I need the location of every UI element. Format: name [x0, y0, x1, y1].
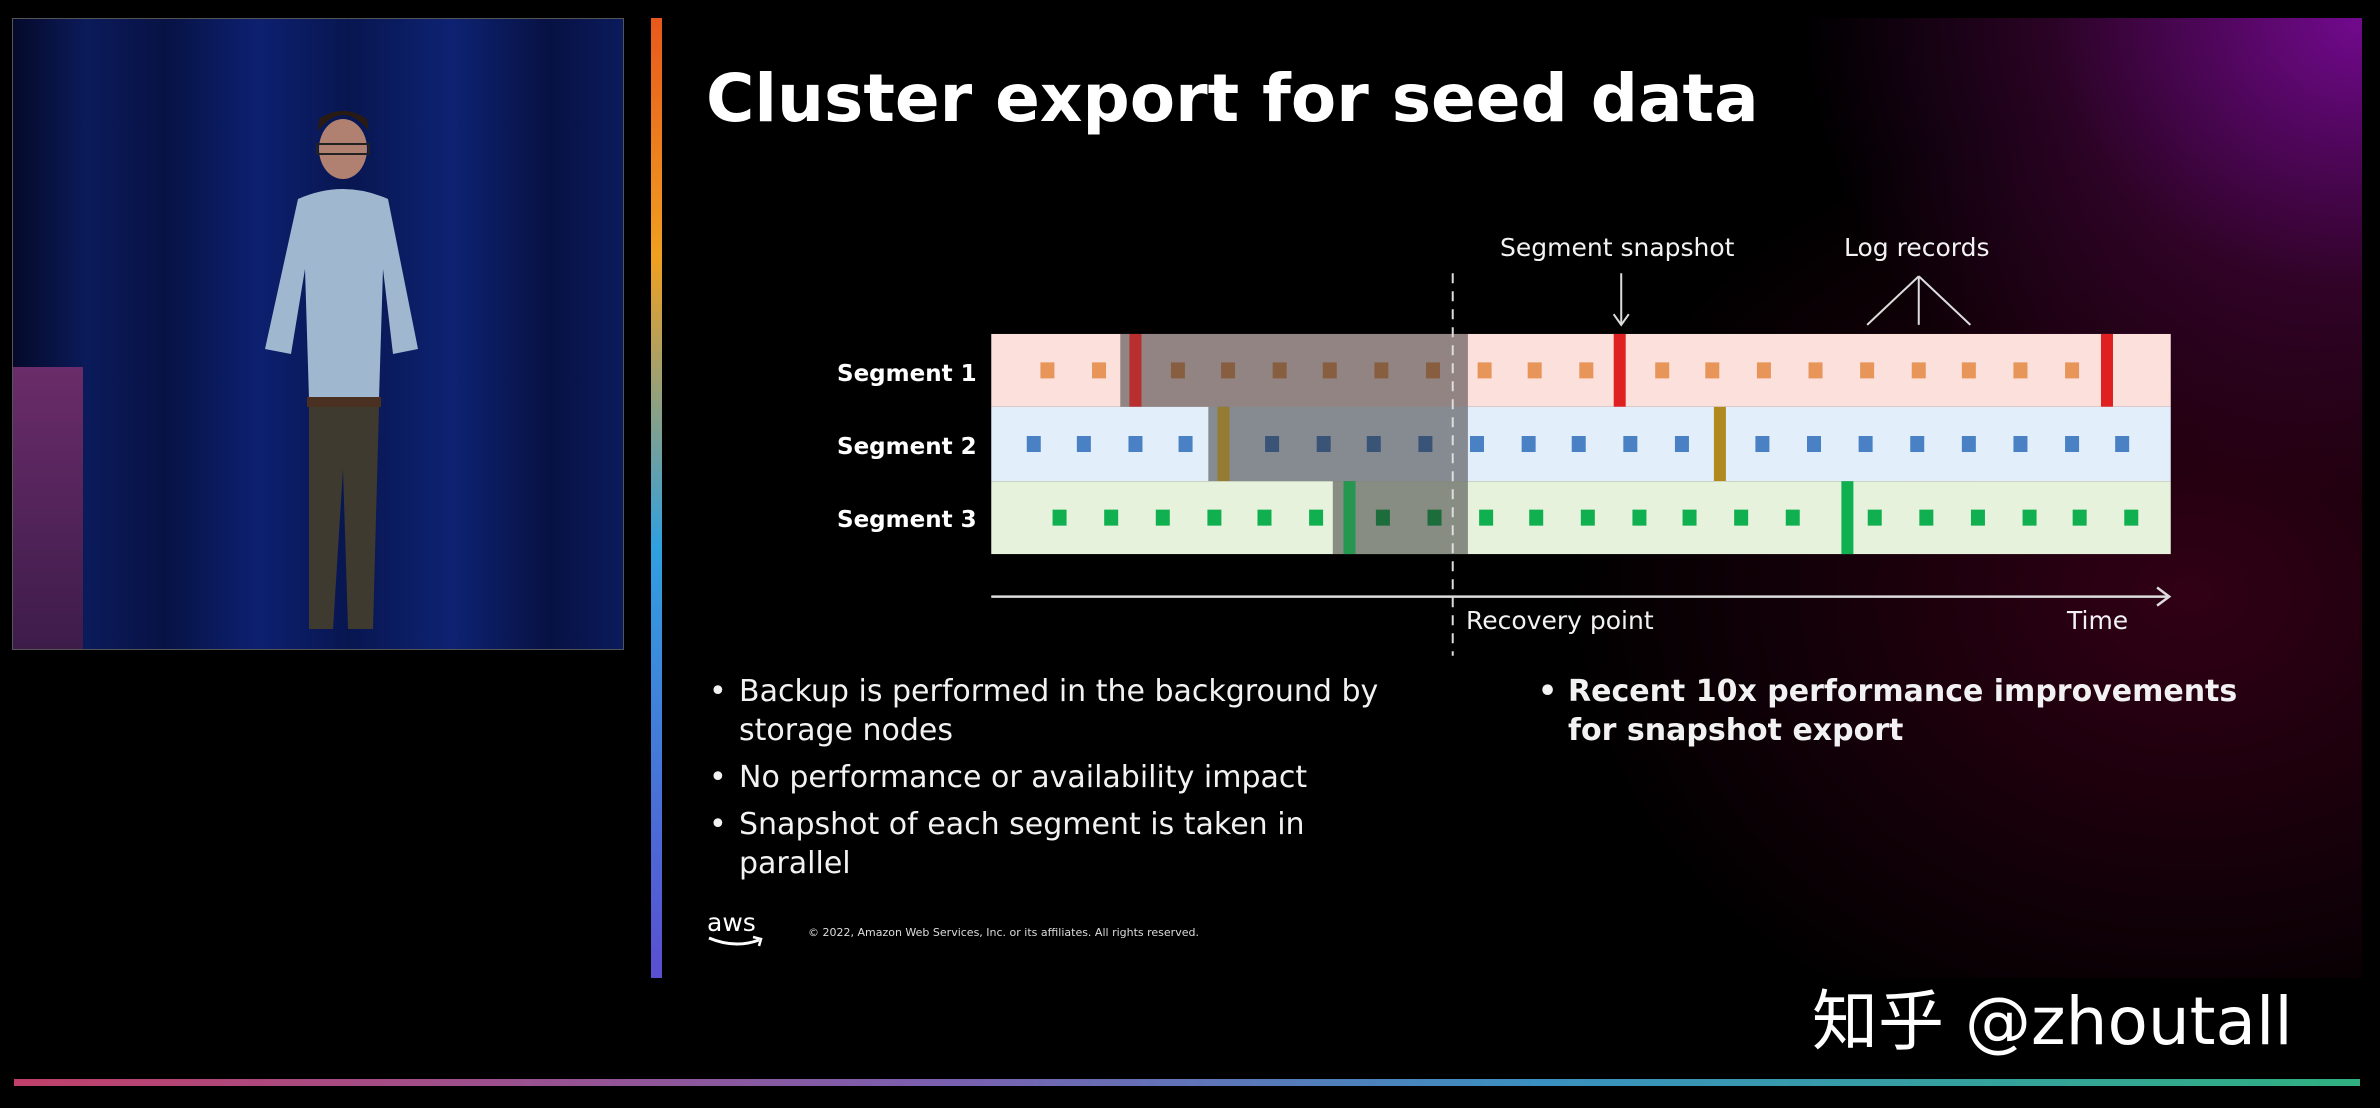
log-record	[1479, 509, 1494, 526]
log-record	[1785, 509, 1800, 526]
log-record	[1128, 436, 1143, 453]
segment-snapshot-marker	[1343, 481, 1356, 555]
log-record	[1257, 509, 1272, 526]
log-record	[1705, 362, 1720, 379]
log-records-annotation: Log records	[1844, 233, 1990, 262]
segment-snapshot-marker	[1841, 481, 1854, 555]
log-record	[1961, 362, 1976, 379]
log-record	[1580, 509, 1595, 526]
log-record	[1632, 509, 1647, 526]
segment-label-1: Segment 1	[837, 361, 977, 387]
log-record	[1682, 509, 1697, 526]
podium	[13, 367, 83, 649]
bullet-text: Backup is performed in the background by…	[739, 674, 1379, 748]
snapshot-arrowhead	[1612, 313, 1630, 327]
bullet-text: Recent 10x performance improvements for …	[1568, 674, 2238, 748]
log-record	[1807, 436, 1822, 453]
segment-snapshot-marker	[1217, 406, 1230, 482]
segment-label-2: Segment 2	[837, 434, 977, 460]
log-record	[2013, 362, 2028, 379]
speaker-video	[12, 18, 624, 650]
segment-snapshot-annotation: Segment snapshot	[1500, 233, 1735, 262]
log-record	[1052, 509, 1067, 526]
log-record	[1734, 509, 1749, 526]
recovery-point-label: Recovery point	[1466, 606, 1654, 635]
aws-logo-text: aws	[707, 908, 756, 937]
log-record	[1867, 509, 1882, 526]
aws-logo: aws	[707, 910, 767, 954]
log-record	[1470, 436, 1485, 453]
log-record	[1178, 436, 1193, 453]
log-record	[2065, 362, 2080, 379]
log-record	[1309, 509, 1324, 526]
log-record	[1919, 509, 1934, 526]
snapshot-shade-1	[1120, 333, 1468, 407]
log-record	[1040, 362, 1055, 379]
log-record	[1970, 509, 1985, 526]
segment-diagram	[991, 273, 2172, 656]
log-records-arrow	[1866, 275, 1920, 326]
log-record	[1026, 436, 1041, 453]
bottom-gradient-line	[14, 1079, 2360, 1086]
log-record	[1092, 362, 1107, 379]
bullet-left-2: • No performance or availability impact	[709, 760, 1308, 795]
log-record	[1756, 362, 1771, 379]
log-record	[1961, 436, 1976, 453]
log-record	[1579, 362, 1594, 379]
bullet-left-3: • Snapshot of each segment is taken in pa…	[709, 807, 1305, 881]
log-records-arrow	[1918, 275, 1972, 326]
bullet-left-1: • Backup is performed in the background b…	[709, 674, 1379, 748]
log-record	[1155, 509, 1170, 526]
log-record	[1911, 362, 1926, 379]
log-record	[1207, 509, 1222, 526]
log-record	[1910, 436, 1925, 453]
accent-bar	[651, 18, 662, 978]
bullet-text: Snapshot of each segment is taken in par…	[739, 807, 1305, 881]
log-record	[2022, 509, 2037, 526]
log-record	[1527, 362, 1542, 379]
time-axis-arrowhead	[2156, 586, 2172, 607]
speaker-figure	[265, 111, 418, 629]
segment-snapshot-marker	[1129, 333, 1142, 407]
bullet-text: No performance or availability impact	[739, 760, 1308, 795]
log-record	[2124, 509, 2139, 526]
log-record	[2072, 509, 2087, 526]
log-record	[1076, 436, 1091, 453]
segment-snapshot-marker	[1713, 406, 1726, 482]
segment-snapshot-marker	[1613, 333, 1626, 407]
log-record	[1858, 436, 1873, 453]
log-record	[1571, 436, 1586, 453]
log-record	[1623, 436, 1638, 453]
log-record	[2065, 436, 2080, 453]
log-record	[1755, 436, 1770, 453]
presentation-slide: Cluster export for seed data Segment 1 S…	[651, 18, 2362, 978]
time-axis-label: Time	[2067, 606, 2129, 635]
log-record	[1674, 436, 1689, 453]
log-record	[1860, 362, 1875, 379]
log-record	[1477, 362, 1492, 379]
copyright: © 2022, Amazon Web Services, Inc. or its…	[808, 926, 1199, 939]
slide-title: Cluster export for seed data	[706, 60, 1759, 137]
log-record	[2115, 436, 2130, 453]
segment-snapshot-marker	[2100, 333, 2113, 407]
log-record	[1104, 509, 1119, 526]
log-record	[1529, 509, 1544, 526]
segment-label-3: Segment 3	[837, 507, 977, 533]
log-record	[2013, 436, 2028, 453]
watermark: 知乎 @zhoutall	[1812, 983, 2293, 1060]
log-record	[1655, 362, 1670, 379]
bullet-right-1: • Recent 10x performance improvements for…	[1538, 674, 2238, 748]
log-record	[1521, 436, 1536, 453]
log-record	[1808, 362, 1823, 379]
snapshot-shade-2	[1208, 406, 1468, 482]
